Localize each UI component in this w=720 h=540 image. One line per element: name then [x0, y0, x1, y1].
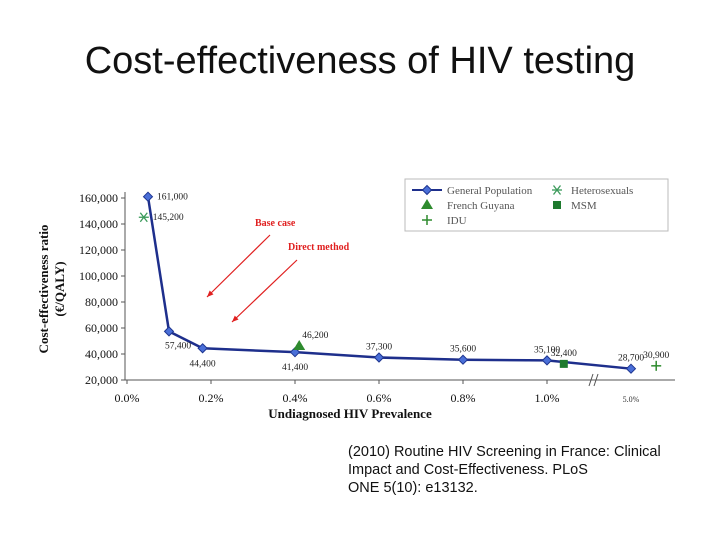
x-tick-label: 0.8% — [451, 391, 476, 405]
legend-item: Heterosexuals — [552, 185, 633, 197]
series-heterosexuals-point — [138, 212, 149, 223]
direct-method-arrow — [231, 259, 298, 323]
y-tick-label: 20,000 — [85, 373, 118, 387]
x-tick-label: 0.4% — [283, 391, 308, 405]
y-tick-label: 140,000 — [79, 217, 118, 231]
chart-legend: General Population Heterosexuals French Gu… — [404, 178, 669, 232]
legend-label: French Guyana — [447, 200, 515, 212]
y-tick-label: 80,000 — [85, 295, 118, 309]
x-tick-label-extra: 5.0% — [623, 395, 640, 404]
series-general-population-point — [541, 355, 553, 366]
data-label: 41,400 — [282, 363, 308, 373]
data-label: 145,200 — [153, 213, 184, 223]
y-tick-label: 40,000 — [85, 347, 118, 361]
legend-item: MSM — [553, 200, 597, 212]
legend-marker — [421, 199, 433, 209]
x-axis-title: Undiagnosed HIV Prevalence — [268, 406, 432, 421]
y-tick-label: 100,000 — [79, 269, 118, 283]
series-idu: 30,900 — [643, 351, 670, 371]
series-general-population: 161,000 57,400 44,400 41,400 37,300 35,600 35,… — [142, 191, 644, 374]
data-label: 44,400 — [190, 359, 216, 369]
cost-effectiveness-chart: 20,000 40,000 60,000 80,000 100,000 120,000 14… — [36, 178, 675, 421]
legend-label: Heterosexuals — [571, 185, 633, 197]
series-general-population-point — [625, 363, 637, 374]
citation-line-3: ONE 5(10): e13132. — [348, 480, 478, 496]
data-label: 30,900 — [643, 351, 669, 361]
series-msm: 32,400 — [551, 349, 577, 368]
chart-annotations: Base case Direct method — [206, 218, 350, 323]
series-french-guyana-point — [293, 339, 306, 350]
legend-marker — [552, 185, 562, 195]
y-axis-title-line-2: (€/QALY) — [52, 261, 67, 316]
axis-break-mark — [593, 373, 599, 387]
series-general-population-line — [146, 196, 632, 370]
series-general-population-point — [163, 326, 175, 337]
citation-line-1: (2010) Routine HIV Screening in France: … — [348, 444, 661, 460]
citation: (2010) Routine HIV Screening in France: … — [348, 443, 708, 497]
annotation-direct-method: Direct method — [288, 242, 350, 253]
x-tick-label: 0.6% — [367, 391, 392, 405]
data-label: 161,000 — [157, 193, 188, 203]
y-axis-title-line-1: Cost-effectiveness ratio — [36, 225, 51, 354]
x-tick-label: 0.2% — [199, 391, 224, 405]
series-general-population-point — [197, 343, 208, 354]
series-general-population-point — [457, 354, 469, 365]
y-tick-label: 160,000 — [79, 191, 118, 205]
legend-marker — [553, 201, 561, 209]
slide-title: Cost-effectiveness of HIV testing — [84, 40, 636, 82]
data-label: 35,600 — [450, 345, 476, 355]
legend-box — [404, 178, 669, 232]
data-label: 57,400 — [165, 341, 191, 351]
chart-axes: 20,000 40,000 60,000 80,000 100,000 120,000 14… — [36, 191, 675, 421]
chart-marks: 161,000 57,400 44,400 41,400 37,300 35,600 35,… — [138, 191, 670, 374]
data-label: 32,400 — [551, 349, 577, 359]
x-tick-label: 0.0% — [115, 391, 140, 405]
legend-item: French Guyana — [421, 199, 515, 212]
data-label: 46,200 — [302, 331, 328, 341]
legend-label: General Population — [447, 185, 533, 197]
series-heterosexuals: 145,200 — [138, 212, 184, 223]
legend-label: MSM — [571, 200, 597, 212]
legend-marker — [422, 215, 432, 225]
x-tick-label: 1.0% — [535, 391, 560, 405]
series-idu-point — [651, 360, 662, 371]
axis-break-mark — [588, 373, 594, 387]
annotation-base-case: Base case — [255, 218, 296, 229]
legend-item: IDU — [422, 215, 467, 227]
y-tick-label: 120,000 — [79, 243, 118, 257]
series-msm-point — [559, 359, 568, 368]
legend-label: IDU — [447, 215, 467, 227]
base-case-arrow — [206, 234, 271, 298]
legend-marker — [421, 184, 433, 196]
data-label: 28,700 — [618, 354, 644, 364]
citation-line-2: Impact and Cost-Effectiveness. PLoS — [348, 462, 588, 478]
data-label: 37,300 — [366, 343, 392, 353]
y-tick-label: 60,000 — [85, 321, 118, 335]
data-label: 35,100 — [534, 345, 560, 355]
legend-item: General Population — [412, 184, 533, 197]
series-general-population-point — [373, 352, 385, 363]
series-general-population-point — [142, 191, 154, 202]
series-french-guyana: 46,200 — [293, 331, 329, 350]
